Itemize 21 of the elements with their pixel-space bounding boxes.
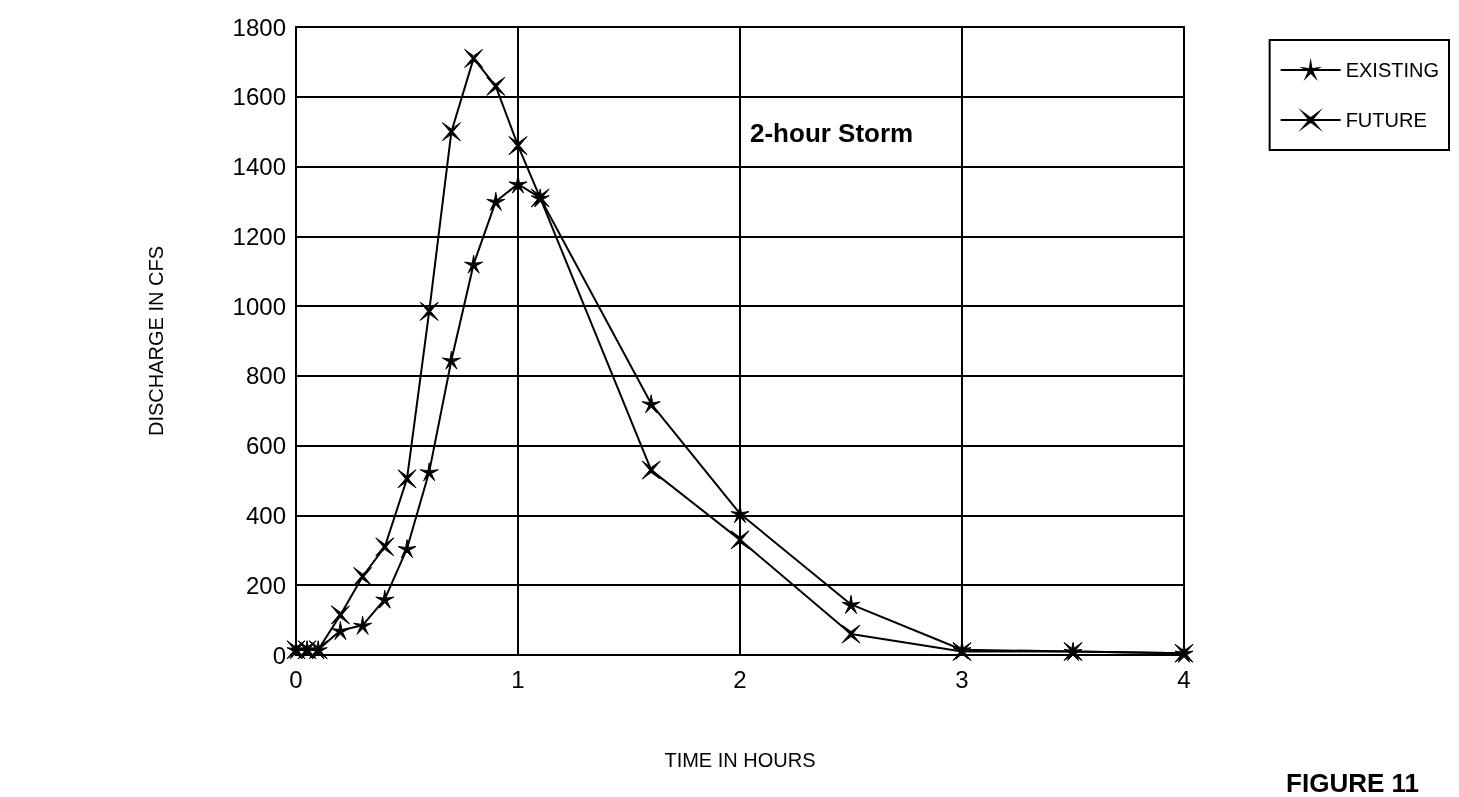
legend-label: EXISTING — [1345, 59, 1440, 81]
annotation: 2-hour Storm — [750, 118, 914, 148]
x-tick-label: 0 — [289, 665, 303, 693]
x-tick-label: 1 — [511, 665, 525, 693]
y-tick-label: 200 — [245, 571, 286, 599]
y-tick-label: 600 — [245, 432, 286, 460]
y-tick-label: 0 — [272, 641, 286, 669]
x-tick-label: 2 — [733, 665, 747, 693]
caption: FIGURE 11 — [1286, 768, 1419, 797]
y-tick-label: 800 — [245, 362, 286, 390]
y-tick-label: 1600 — [232, 83, 286, 111]
y-tick-label: 400 — [245, 501, 286, 529]
x-tick-label: 3 — [955, 665, 969, 693]
y-tick-label: 1000 — [232, 292, 286, 320]
x-axis-title: TIME IN HOURS — [664, 749, 816, 771]
y-tick-label: 1400 — [232, 153, 286, 181]
legend-label: FUTURE — [1345, 109, 1427, 131]
y-axis-title: DISCHARGE IN CFS — [145, 245, 167, 437]
y-tick-label: 1800 — [232, 13, 286, 41]
y-tick-label: 1200 — [232, 222, 286, 250]
x-tick-label: 4 — [1177, 665, 1191, 693]
